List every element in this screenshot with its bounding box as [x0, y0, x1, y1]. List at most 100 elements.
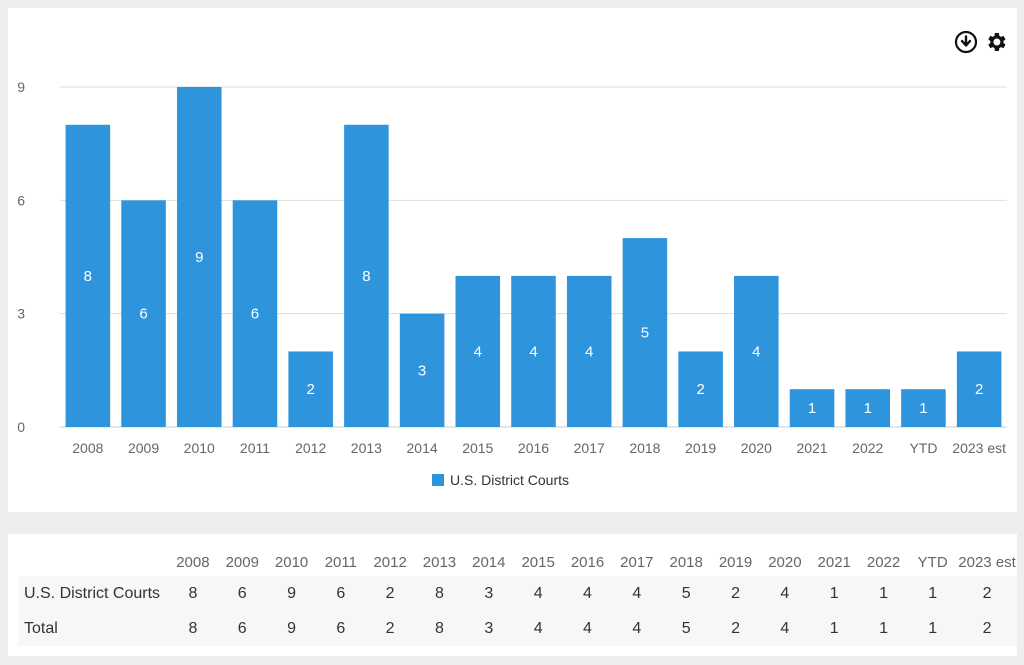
x-tick-label: 2023 est — [952, 440, 1006, 456]
data-label: 1 — [919, 400, 927, 417]
bar[interactable] — [789, 389, 835, 427]
table-row: Total 8 6 9 6 2 8 3 4 4 4 5 2 4 1 1 1 2 — [18, 611, 1017, 646]
bar[interactable] — [232, 200, 278, 427]
bar[interactable] — [956, 351, 1002, 427]
data-table-panel: 2008 2009 2010 2011 2012 2013 2014 2015 2016 2017… — [8, 534, 1017, 656]
data-table: 2008 2009 2010 2011 2012 2013 2014 2015 2016 2017… — [18, 548, 1017, 646]
x-tick-label: 2019 — [685, 440, 716, 456]
x-tick-label: 2020 — [741, 440, 772, 456]
table-column-header: 2019 — [718, 553, 753, 571]
data-label: 1 — [864, 400, 872, 417]
bar[interactable] — [511, 275, 556, 427]
bar[interactable] — [455, 275, 501, 427]
bar[interactable] — [65, 124, 111, 428]
table-column-header: 2017 — [620, 553, 654, 571]
x-tick-label: 2015 — [462, 440, 493, 456]
x-tick-label: 2010 — [184, 440, 215, 456]
data-label: 4 — [529, 343, 537, 360]
bar[interactable] — [288, 351, 333, 427]
table-row: U.S. District Courts 8 6 9 6 2 8 3 4 4 4 5 2 4 1 1 1 2 — [18, 576, 1017, 611]
bar[interactable] — [566, 275, 612, 427]
table-cell: 4 — [513, 576, 563, 611]
table-cell: 9 — [266, 611, 317, 646]
table-column-header: YTD — [917, 553, 948, 571]
x-tick-label: YTD — [909, 440, 937, 456]
data-label: 6 — [139, 306, 147, 323]
data-label: 2 — [696, 381, 704, 398]
table-cell: 4 — [760, 576, 810, 611]
legend-swatch — [432, 474, 444, 486]
data-label: 8 — [84, 268, 92, 285]
table-body: U.S. District Courts 8 6 9 6 2 8 3 4 4 4 5 2 4 1 1 1 2 Tot… — [18, 576, 1017, 646]
table-corner-cell — [18, 548, 168, 576]
download-icon[interactable] — [954, 30, 978, 54]
table-cell: 8 — [168, 576, 218, 611]
x-tick-label: 2014 — [407, 440, 438, 456]
table-cell: 2 — [365, 576, 415, 611]
table-cell: 4 — [760, 611, 810, 646]
data-label: 8 — [362, 268, 370, 285]
x-tick-label: 2022 — [852, 440, 883, 456]
table-cell: 6 — [316, 576, 366, 611]
x-tick-label: 2016 — [518, 440, 549, 456]
table-column-header: 2012 — [373, 553, 407, 571]
bar[interactable] — [734, 275, 779, 427]
table-column-header: 2021 — [817, 553, 851, 571]
table-cell: 6 — [316, 611, 366, 646]
table-cell: 2 — [365, 611, 415, 646]
table-column-header: 2018 — [669, 553, 703, 571]
bar[interactable] — [622, 238, 668, 427]
table-cell: 3 — [464, 611, 514, 646]
bar[interactable] — [845, 389, 891, 427]
table-cell: 8 — [414, 611, 465, 646]
bar[interactable] — [344, 124, 389, 428]
data-label: 2 — [975, 381, 983, 398]
data-label: 6 — [251, 306, 259, 323]
bar[interactable] — [678, 351, 723, 427]
table-column-header: 2009 — [225, 553, 259, 571]
data-label: 3 — [418, 362, 426, 379]
bar-chart: 0 3 6 9 8 2008 6 2009 9 2010 6 2011 2 2012 8 2013 3 2014 4… — [17, 79, 1007, 456]
table-column-header: 2013 — [422, 553, 457, 571]
table-cell: 9 — [266, 576, 317, 611]
bars-layer — [65, 87, 1002, 428]
table-column-header: 2022 — [866, 553, 901, 571]
table-row-label: Total — [18, 611, 169, 646]
y-tick-label: 9 — [17, 79, 25, 95]
gear-icon[interactable] — [984, 30, 1008, 54]
table-cell: 4 — [562, 611, 613, 646]
table-cell: 3 — [464, 576, 514, 611]
table-cell: 4 — [612, 611, 662, 646]
y-tick-label: 0 — [17, 419, 25, 435]
bar[interactable] — [901, 389, 946, 427]
data-label: 4 — [752, 343, 760, 360]
legend-label: U.S. District Courts — [450, 472, 570, 488]
table-cell: 1 — [908, 611, 958, 646]
legend-item[interactable]: U.S. District Courts — [432, 472, 569, 488]
table-column-header: 2010 — [274, 553, 309, 571]
table-column-header: 2014 — [472, 553, 506, 571]
bar[interactable] — [121, 200, 166, 427]
labels-layer: 0 3 6 9 8 2008 6 2009 9 2010 6 2011 2 2012 8 2013 3 2014 4… — [17, 79, 1006, 456]
table-row-label: U.S. District Courts — [18, 576, 169, 611]
table-column-header: 2011 — [324, 553, 357, 571]
x-tick-label: 2011 — [240, 440, 270, 456]
y-tick-label: 6 — [17, 192, 25, 208]
table-cell: 1 — [858, 611, 909, 646]
table-cell: 1 — [908, 576, 958, 611]
table-cell: 1 — [809, 611, 859, 646]
table-cell: 4 — [562, 576, 613, 611]
table-cell: 2 — [710, 576, 761, 611]
x-tick-label: 2008 — [72, 440, 103, 456]
data-label: 9 — [195, 249, 203, 266]
table-cell: 2 — [957, 576, 1017, 611]
x-tick-label: 2017 — [574, 440, 605, 456]
bar[interactable] — [176, 87, 222, 427]
x-tick-label: 2021 — [796, 440, 827, 456]
data-label: 1 — [808, 400, 816, 417]
table-cell: 2 — [710, 611, 761, 646]
data-label: 5 — [641, 325, 649, 342]
data-label: 4 — [474, 343, 482, 360]
table-column-header: 2023 est — [958, 553, 1016, 571]
bar[interactable] — [399, 313, 445, 427]
